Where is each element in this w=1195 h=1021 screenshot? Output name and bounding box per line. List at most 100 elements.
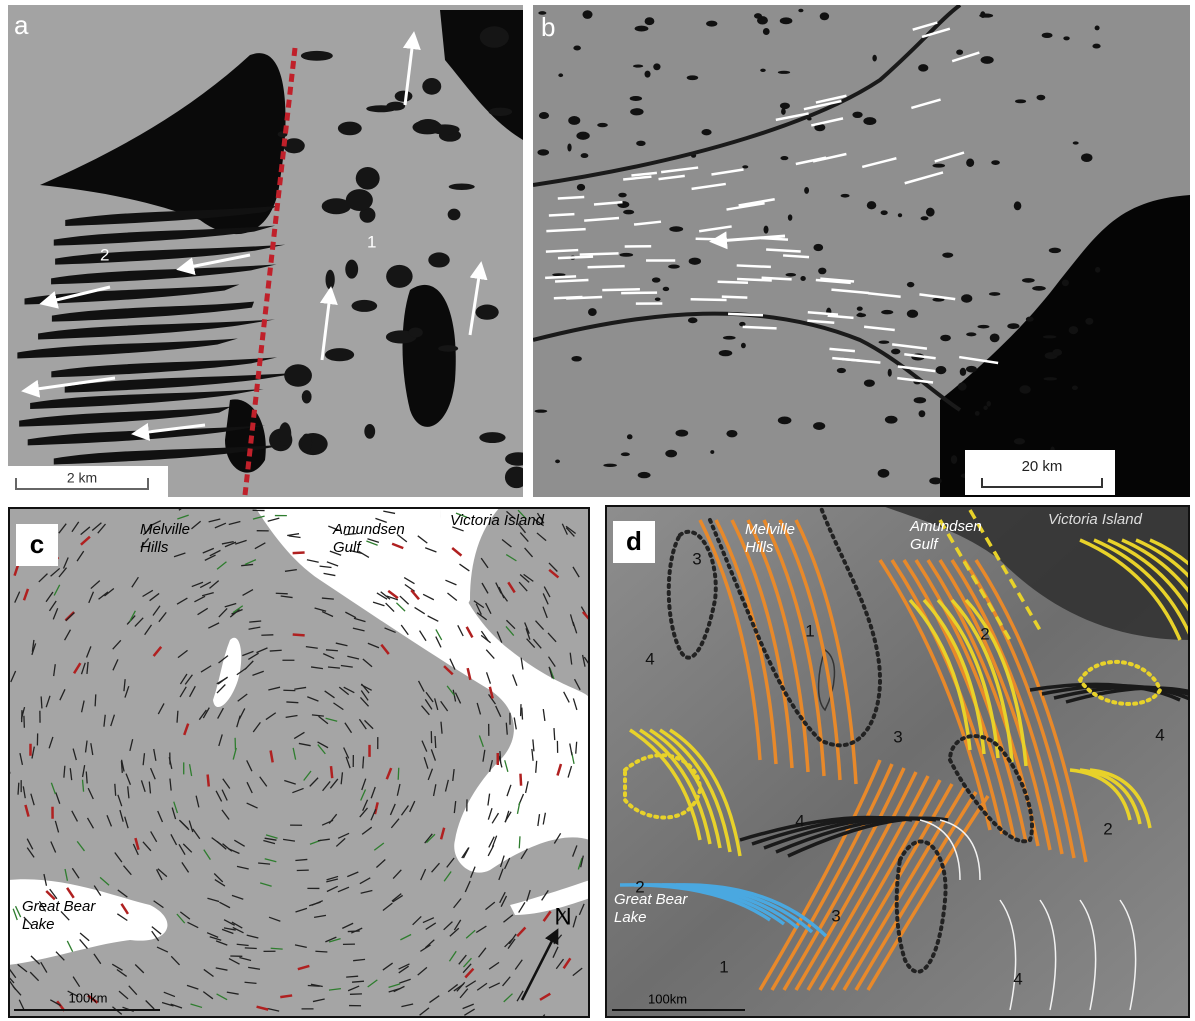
lineation — [293, 635, 305, 636]
lake — [356, 167, 380, 190]
lake — [302, 390, 312, 403]
lake — [936, 366, 947, 374]
lake — [885, 416, 898, 424]
panel-c: c MelvilleHills AmundsenGulf Victoria Is… — [6, 504, 591, 1021]
lake — [1049, 248, 1061, 254]
lake — [956, 49, 963, 54]
lineation — [519, 836, 520, 848]
lineation — [522, 708, 523, 720]
lake — [1042, 33, 1053, 38]
lake — [1043, 335, 1057, 338]
lake — [476, 305, 499, 320]
lake — [980, 11, 985, 18]
lake — [921, 216, 929, 220]
lake — [568, 116, 580, 125]
lake — [603, 464, 617, 467]
lake — [338, 122, 362, 136]
annotation: 2 — [100, 245, 109, 264]
lake — [571, 356, 581, 362]
lake — [1095, 267, 1100, 273]
lineation — [271, 948, 283, 949]
lake — [907, 310, 918, 318]
lake — [449, 183, 475, 189]
lake — [665, 450, 677, 458]
figure: 2 1 a 2 km b 20 km c MelvilleHills Amund… — [0, 0, 1195, 1021]
flow-dash — [549, 214, 575, 215]
panel-label: c — [30, 529, 44, 559]
lake — [630, 108, 643, 115]
lake — [818, 268, 826, 275]
lineation — [363, 756, 364, 768]
lake — [966, 159, 974, 167]
lake — [975, 411, 980, 416]
lake — [813, 422, 825, 430]
lake — [929, 477, 941, 484]
lake — [422, 78, 441, 95]
lake — [986, 401, 991, 407]
lineation — [346, 976, 358, 977]
lake — [627, 434, 633, 439]
annotation: 4 — [1013, 969, 1022, 988]
lake — [780, 17, 793, 24]
lineation — [348, 931, 360, 932]
lake — [888, 369, 892, 377]
lake — [958, 383, 967, 391]
lake — [966, 332, 976, 336]
lake — [352, 300, 378, 312]
lake — [990, 334, 1000, 343]
lake — [1007, 323, 1019, 329]
lake — [1014, 438, 1025, 444]
lake — [1081, 153, 1092, 162]
lake — [878, 469, 890, 478]
lake — [638, 472, 651, 478]
lake — [780, 156, 788, 160]
lineation — [41, 696, 42, 708]
lake — [723, 336, 736, 340]
lake — [706, 21, 717, 27]
lake — [932, 164, 945, 168]
lake — [1062, 280, 1069, 287]
lake — [1019, 385, 1030, 393]
lake — [742, 165, 748, 168]
lineation — [177, 711, 178, 723]
flow-dash — [558, 257, 593, 259]
annotation: 3 — [692, 549, 701, 568]
flow-dash — [737, 265, 771, 266]
lake — [858, 313, 863, 317]
lake — [1085, 318, 1093, 325]
panel-label: a — [14, 10, 29, 40]
lake — [689, 258, 701, 265]
lake — [619, 253, 633, 257]
lake — [655, 298, 661, 301]
lake — [480, 26, 509, 48]
lake — [386, 102, 405, 111]
lineation — [435, 736, 436, 748]
scale-bar-label: 100km — [648, 991, 687, 1006]
lake — [576, 132, 589, 140]
lake — [710, 450, 714, 454]
lake — [489, 108, 512, 116]
lake — [430, 124, 459, 134]
lake — [345, 260, 358, 279]
lake — [1052, 349, 1062, 356]
lineation — [276, 593, 288, 594]
lake — [966, 366, 977, 373]
lake — [645, 17, 655, 25]
lake — [780, 103, 790, 109]
lake — [588, 308, 597, 316]
lineation — [331, 766, 332, 778]
lineation — [95, 694, 96, 706]
lake — [577, 184, 585, 191]
annotation: 3 — [831, 906, 840, 925]
lake — [1032, 286, 1046, 291]
place-name: Victoria Island — [450, 512, 545, 529]
lake — [798, 9, 803, 13]
lake — [623, 210, 634, 215]
lake — [645, 71, 651, 78]
lake — [687, 75, 699, 80]
lineation — [398, 768, 399, 780]
annotation: 4 — [645, 649, 654, 668]
annotation: 1 — [367, 232, 376, 251]
lake — [891, 349, 900, 355]
flow-dash — [546, 250, 578, 252]
